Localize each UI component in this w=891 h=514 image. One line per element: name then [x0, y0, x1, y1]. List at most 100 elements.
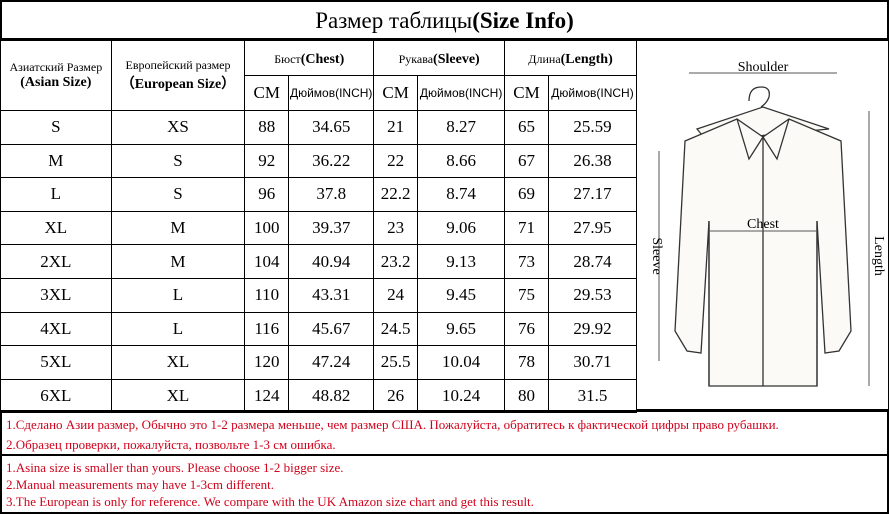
- table-cell: 23.2: [373, 244, 419, 279]
- table-cell: L: [110, 277, 246, 313]
- header-length: Длина(Length): [504, 40, 637, 76]
- sleeve-en: (Sleeve): [433, 52, 480, 67]
- table-cell: 27.95: [547, 210, 638, 246]
- table-cell: 37.8: [288, 177, 375, 212]
- chest-ru: Бюст: [274, 52, 301, 66]
- size-table: Азиатский Размер (Asian Size) Европейский…: [0, 40, 638, 414]
- note: 1.Сделано Азии размер, Обычно это 1-2 ра…: [6, 417, 779, 432]
- table-cell: M: [0, 143, 112, 179]
- table-row: 4XL L 116 45.67 24.5 9.65 76 29.92: [0, 311, 638, 347]
- table-cell: 25.5: [373, 345, 419, 380]
- header-inch: Дюймов(INCH): [288, 75, 375, 111]
- sleeve-ru: Рукава: [398, 52, 434, 66]
- table-cell: 2XL: [0, 244, 112, 279]
- notes-english: 1.Asina size is smaller than yours. Plea…: [0, 454, 889, 514]
- shirt-drawing: Shoulder Chest Sleeve Length: [649, 60, 886, 387]
- table-row: M S 92 36.22 22 8.66 67 26.38: [0, 143, 638, 179]
- table-cell: M: [110, 244, 246, 279]
- table-cell: S: [0, 110, 112, 145]
- table-cell: 75: [504, 277, 549, 313]
- table-cell: 88: [244, 110, 290, 145]
- table-cell: XS: [110, 110, 246, 145]
- table-cell: 116: [244, 311, 290, 347]
- table-cell: 25.59: [547, 110, 638, 145]
- hanger-icon: [748, 86, 770, 108]
- header-asian-size: Азиатский Размер (Asian Size): [0, 40, 112, 111]
- header-sleeve: Рукава(Sleeve): [373, 40, 506, 76]
- header-inch: Дюймов(INCH): [547, 75, 638, 111]
- shoulder-label: Shoulder: [738, 60, 789, 75]
- table-cell: 24.5: [373, 311, 419, 347]
- table-cell: 110: [244, 277, 290, 313]
- table-cell: 24: [373, 277, 419, 313]
- title-ru: Размер таблицы: [315, 8, 473, 33]
- table-cell: 21: [373, 110, 419, 145]
- table-cell: 27.17: [547, 177, 638, 212]
- header-cm: CM: [504, 75, 549, 111]
- header-cm: CM: [373, 75, 419, 111]
- table-cell: 26.38: [547, 143, 638, 179]
- table-cell: 6XL: [0, 378, 112, 414]
- table-cell: 34.65: [288, 110, 375, 145]
- table-cell: L: [0, 177, 112, 212]
- table-cell: XL: [110, 378, 246, 414]
- table-cell: 23: [373, 210, 419, 246]
- table-cell: 100: [244, 210, 290, 246]
- table-row: XL M 100 39.37 23 9.06 71 27.95: [0, 210, 638, 246]
- table-cell: 3XL: [0, 277, 112, 313]
- table-cell: 29.53: [547, 277, 638, 313]
- table-cell: 45.67: [288, 311, 375, 347]
- table-cell: XL: [110, 345, 246, 380]
- table-cell: S: [110, 177, 246, 212]
- table-cell: 22: [373, 143, 419, 179]
- table-cell: 29.92: [547, 311, 638, 347]
- header-chest: Бюст(Chest): [244, 40, 375, 76]
- table-cell: 69: [504, 177, 549, 212]
- table-cell: 43.31: [288, 277, 375, 313]
- notes-russian: 1.Сделано Азии размер, Обычно это 1-2 ра…: [0, 410, 889, 456]
- table-cell: 26: [373, 378, 419, 414]
- note: 2.Образец проверки, пожалуйста, позвольт…: [6, 437, 336, 452]
- table-row: 5XL XL 120 47.24 25.5 10.04 78 30.71: [0, 345, 638, 380]
- table-row: 2XL M 104 40.94 23.2 9.13 73 28.74: [0, 244, 638, 279]
- table-cell: 9.65: [417, 311, 506, 347]
- table-cell: 39.37: [288, 210, 375, 246]
- table-cell: 124: [244, 378, 290, 414]
- euro-ru: Европейский размер: [125, 58, 231, 72]
- table-row: S XS 88 34.65 21 8.27 65 25.59: [0, 110, 638, 145]
- table-cell: 48.82: [288, 378, 375, 414]
- table-cell: 104: [244, 244, 290, 279]
- table-cell: 5XL: [0, 345, 112, 380]
- table-cell: 22.2: [373, 177, 419, 212]
- table-cell: 36.22: [288, 143, 375, 179]
- header-inch: Дюймов(INCH): [417, 75, 506, 111]
- table-cell: 78: [504, 345, 549, 380]
- table-cell: 28.74: [547, 244, 638, 279]
- table-cell: 47.24: [288, 345, 375, 380]
- chest-label: Chest: [747, 217, 779, 232]
- length-en: (Length): [560, 52, 613, 67]
- table-cell: 9.13: [417, 244, 506, 279]
- table-cell: 120: [244, 345, 290, 380]
- table-cell: S: [110, 143, 246, 179]
- table-cell: 31.5: [547, 378, 638, 414]
- asian-ru: Азиатский Размер: [9, 60, 103, 74]
- table-cell: 92: [244, 143, 290, 179]
- length-label: Length: [871, 236, 886, 276]
- page-title: Размер таблицы(Size Info): [0, 0, 889, 40]
- table-cell: 71: [504, 210, 549, 246]
- table-row: 3XL L 110 43.31 24 9.45 75 29.53: [0, 277, 638, 313]
- chest-en: (Chest): [300, 52, 345, 67]
- table-cell: 8.74: [417, 177, 506, 212]
- asian-en: (Asian Size): [20, 75, 92, 90]
- euro-en: （European Size）: [120, 77, 236, 92]
- note: 1.Asina size is smaller than yours. Plea…: [6, 460, 344, 475]
- table-cell: 9.45: [417, 277, 506, 313]
- header-cm: CM: [244, 75, 290, 111]
- sleeve-label: Sleeve: [649, 237, 664, 274]
- table-cell: 67: [504, 143, 549, 179]
- shirt-diagram: Shoulder Chest Sleeve Length: [637, 40, 889, 410]
- table-cell: M: [110, 210, 246, 246]
- table-cell: 10.24: [417, 378, 506, 414]
